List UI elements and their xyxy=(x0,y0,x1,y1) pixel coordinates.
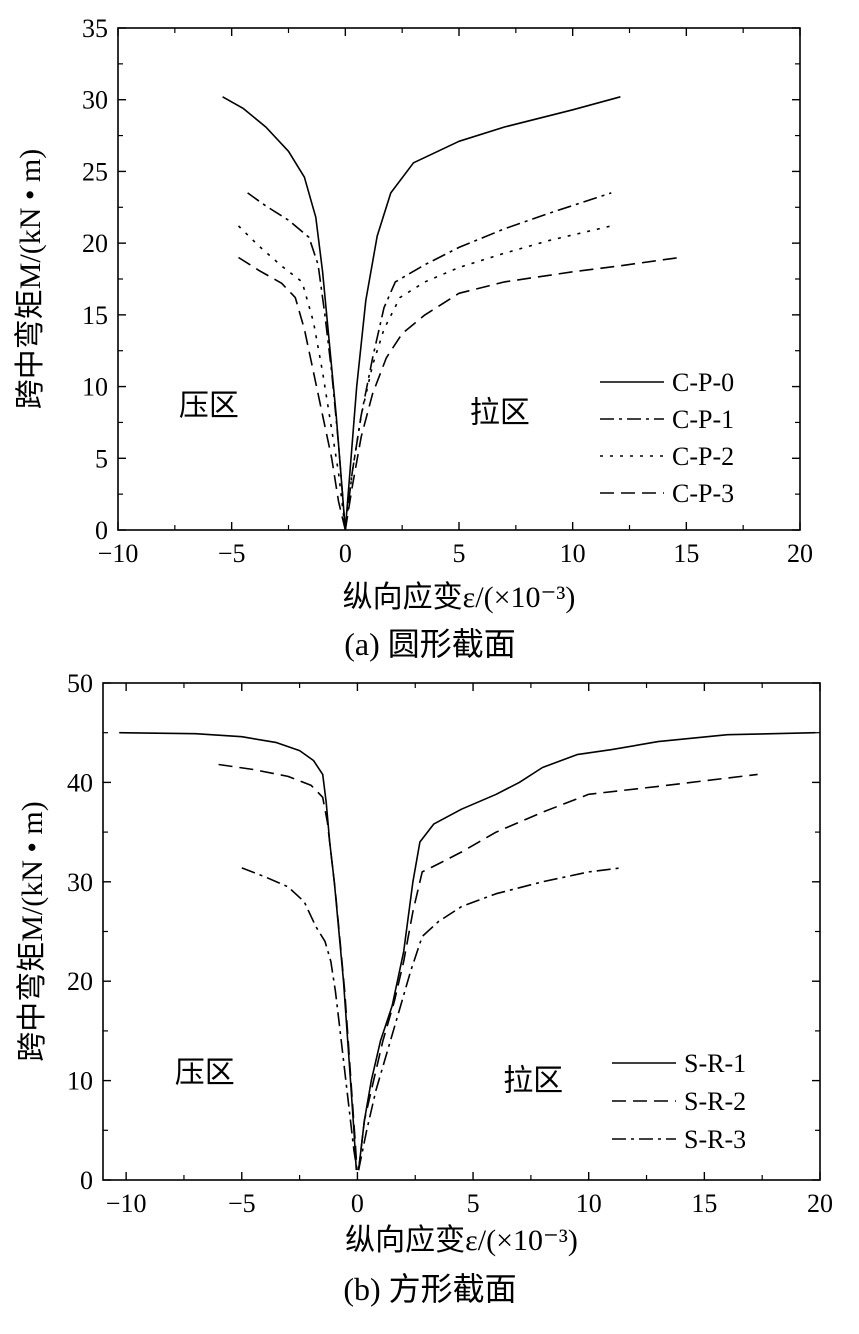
series-line-c-p-1-right xyxy=(344,192,612,531)
figure-caption: (a) 圆形截面 xyxy=(344,626,516,662)
y-tick-label: 30 xyxy=(67,868,93,897)
region-annotation: 压区 xyxy=(179,389,239,422)
y-tick-label: 30 xyxy=(82,86,108,115)
series-line-s-r-1-left xyxy=(119,731,358,1171)
series-line-s-r-3-left xyxy=(241,867,358,1171)
series-line-c-p-0-left xyxy=(222,96,347,531)
series-line-c-p-3-right xyxy=(344,256,680,531)
y-tick-label: 10 xyxy=(67,1067,93,1096)
x-tick-label: 20 xyxy=(807,1189,833,1218)
chart-square-section: −10 −5 0 5 10 15 20 0 10 20 30 40 50 纵向应变ε/(×10⁻³) 跨中弯… xyxy=(16,669,833,1307)
y-tick-label: 40 xyxy=(67,768,93,797)
series-line-c-p-0-right xyxy=(344,96,621,531)
y-tick-label: 25 xyxy=(82,157,108,186)
y-tick-label: 20 xyxy=(82,229,108,258)
x-tick-label: 20 xyxy=(787,539,813,568)
y-axis-title: 跨中弯矩M/(kN • m) xyxy=(16,801,49,1062)
legend-label-c-p-1: C-P-1 xyxy=(672,405,734,434)
x-tick-label: 15 xyxy=(691,1189,717,1218)
y-tick-label: 10 xyxy=(82,373,108,402)
legend-label-s-r-3: S-R-3 xyxy=(684,1125,746,1154)
region-annotation: 压区 xyxy=(175,1057,235,1090)
legend-label-c-p-0: C-P-0 xyxy=(672,368,734,397)
x-tick-label: 15 xyxy=(673,539,699,568)
x-tick-label: −10 xyxy=(98,539,139,568)
legend-label-c-p-2: C-P-2 xyxy=(672,442,734,471)
x-tick-label: −10 xyxy=(106,1189,147,1218)
figure-caption: (b) 方形截面 xyxy=(343,1271,516,1307)
x-axis-title: 纵向应变ε/(×10⁻³) xyxy=(343,581,576,614)
y-tick-label: 0 xyxy=(95,516,108,545)
chart-circular-section: −10 −5 0 5 10 15 20 0 5 10 15 20 25 30 35 纵向应变ε/(×10⁻³)… xyxy=(14,14,813,662)
y-tick-label: 5 xyxy=(95,444,108,473)
legend-label-s-r-1: S-R-1 xyxy=(684,1049,746,1078)
series-line-s-r-2-right xyxy=(357,773,758,1171)
y-tick-label: 20 xyxy=(67,967,93,996)
series-line-c-p-3-left xyxy=(238,256,347,531)
x-tick-label: 0 xyxy=(339,539,352,568)
legend-label-c-p-3: C-P-3 xyxy=(672,479,734,508)
x-tick-label: −5 xyxy=(228,1189,256,1218)
series-line-s-r-2-left xyxy=(218,763,358,1171)
x-axis-title: 纵向应变ε/(×10⁻³) xyxy=(345,1224,578,1257)
x-tick-label: 10 xyxy=(560,539,586,568)
series-line-s-r-3-right xyxy=(357,867,622,1171)
y-tick-label: 0 xyxy=(80,1166,93,1195)
x-tick-label: 5 xyxy=(453,539,466,568)
y-tick-label: 50 xyxy=(67,669,93,698)
x-tick-label: 0 xyxy=(351,1189,364,1218)
region-annotation: 拉区 xyxy=(470,396,530,429)
series-line-c-p-2-left xyxy=(237,225,347,531)
legend-label-s-r-2: S-R-2 xyxy=(684,1087,746,1116)
y-tick-label: 35 xyxy=(82,14,108,43)
x-tick-label: 5 xyxy=(467,1189,480,1218)
series-line-c-p-2-right xyxy=(344,225,612,531)
y-tick-label: 15 xyxy=(82,301,108,330)
x-tick-label: −5 xyxy=(218,539,246,568)
region-annotation: 拉区 xyxy=(503,1065,563,1098)
x-tick-label: 10 xyxy=(576,1189,602,1218)
series-line-c-p-1-left xyxy=(247,192,347,531)
series-line-s-r-1-right xyxy=(357,731,816,1171)
y-axis-title: 跨中弯矩M/(kN • m) xyxy=(14,149,47,410)
